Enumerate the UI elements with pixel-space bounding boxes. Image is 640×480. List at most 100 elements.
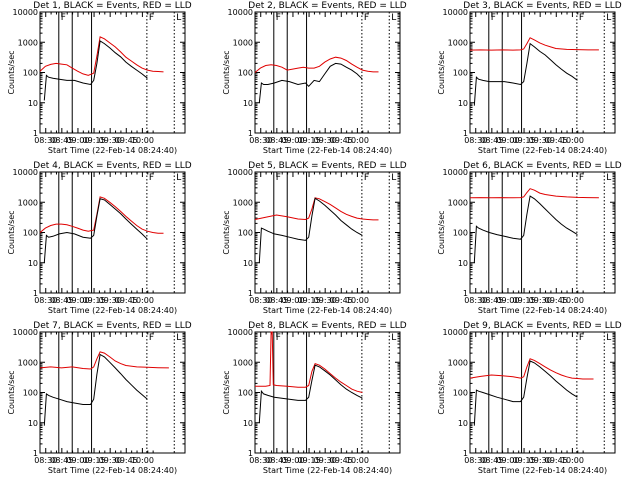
series-line-lld <box>39 351 169 370</box>
chart-title: Det 6, BLACK = Events, RED = LLD <box>463 161 622 171</box>
x-tick-label: 08:45 <box>480 456 503 465</box>
series-line-lld <box>255 331 363 393</box>
y-tick-label: 1 <box>248 449 253 458</box>
time-marker-label: L <box>176 333 181 343</box>
x-tick-label: 10:00 <box>561 456 584 465</box>
x-tick-label: 08:45 <box>265 456 288 465</box>
x-tick-label: 09:30 <box>529 136 552 145</box>
y-tick-label: 100 <box>453 389 468 398</box>
y-axis-label: Counts/sec <box>437 50 446 94</box>
x-tick-label: 10:00 <box>561 296 584 305</box>
x-tick-label: 08:30 <box>464 136 487 145</box>
y-tick-label: 1 <box>33 289 38 298</box>
y-tick-label: 100 <box>238 389 253 398</box>
y-tick-label: 1 <box>463 449 468 458</box>
y-tick-label: 10000 <box>13 328 38 337</box>
x-axis-label: Start Time (22-Feb-14 08:24:40) <box>48 306 177 315</box>
x-axis-label: Start Time (22-Feb-14 08:24:40) <box>478 466 607 475</box>
x-tick-label: 08:30 <box>34 456 57 465</box>
x-axis-label: Start Time (22-Feb-14 08:24:40) <box>263 466 392 475</box>
time-marker-label: F <box>364 173 369 183</box>
time-marker-label: L <box>391 173 396 183</box>
y-axis-label: Counts/sec <box>7 370 16 414</box>
y-tick-label: 10000 <box>228 328 253 337</box>
y-axis-label: Counts/sec <box>222 370 231 414</box>
x-tick-label: 09:45 <box>545 456 568 465</box>
x-tick-label: 08:30 <box>249 296 272 305</box>
x-tick-label: 09:30 <box>314 456 337 465</box>
y-tick-label: 10 <box>458 259 468 268</box>
chart-panel-2: Det 2, BLACK = Events, RED = LLD 1 10 100 10… <box>222 1 407 155</box>
time-marker-label: F <box>491 333 496 343</box>
series-line-lld <box>469 188 599 199</box>
y-tick-label: 10 <box>28 259 38 268</box>
series-line-events <box>473 42 578 106</box>
time-marker-label: F <box>276 173 281 183</box>
chart-title: Det 4, BLACK = Events, RED = LLD <box>33 161 192 171</box>
y-tick-label: 1 <box>248 129 253 138</box>
x-tick-label: 09:15 <box>83 296 106 305</box>
series-line-events <box>258 364 363 423</box>
y-tick-label: 10 <box>243 259 253 268</box>
x-tick-label: 10:00 <box>346 456 369 465</box>
time-marker-label: F <box>579 13 584 23</box>
y-tick-label: 1 <box>463 289 468 298</box>
time-marker-label: F <box>491 13 496 23</box>
y-tick-label: 1000 <box>448 358 468 367</box>
x-tick-label: 09:45 <box>330 136 353 145</box>
chart-panel-8: Det 8, BLACK = Events, RED = LLD 1 10 100 10… <box>222 321 407 475</box>
x-tick-label: 09:30 <box>99 296 122 305</box>
x-tick-label: 09:45 <box>330 456 353 465</box>
y-tick-label: 100 <box>23 229 38 238</box>
y-tick-label: 10 <box>458 419 468 428</box>
x-tick-label: 09:00 <box>281 456 304 465</box>
x-tick-label: 09:45 <box>330 296 353 305</box>
x-tick-label: 09:45 <box>545 136 568 145</box>
x-tick-label: 09:00 <box>66 296 89 305</box>
y-tick-label: 10000 <box>13 168 38 177</box>
x-tick-label: 09:15 <box>513 456 536 465</box>
y-tick-label: 10 <box>243 419 253 428</box>
x-axis-label: Start Time (22-Feb-14 08:24:40) <box>478 306 607 315</box>
y-tick-label: 1000 <box>18 38 38 47</box>
time-marker-label: L <box>606 173 611 183</box>
y-axis-label: Counts/sec <box>222 210 231 254</box>
series-line-lld <box>254 197 379 221</box>
y-tick-label: 1 <box>33 129 38 138</box>
series-line-events <box>43 40 148 101</box>
x-tick-label: 08:30 <box>464 296 487 305</box>
series-line-lld <box>469 358 594 380</box>
x-tick-label: 09:45 <box>545 296 568 305</box>
time-marker-label: L <box>176 13 181 23</box>
y-axis-label: Counts/sec <box>437 210 446 254</box>
x-tick-label: 09:00 <box>281 296 304 305</box>
time-marker-label: F <box>579 333 584 343</box>
y-tick-label: 10000 <box>443 168 468 177</box>
y-tick-label: 1000 <box>18 358 38 367</box>
series-line-events <box>258 62 363 103</box>
x-tick-label: 09:00 <box>496 456 519 465</box>
y-tick-label: 100 <box>453 229 468 238</box>
time-marker-label: F <box>61 333 66 343</box>
time-marker-label: F <box>149 173 154 183</box>
y-tick-label: 100 <box>453 69 468 78</box>
chart-panel-3: Det 3, BLACK = Events, RED = LLD 1 10 100 10… <box>437 1 622 155</box>
chart-title: Det 7, BLACK = Events, RED = LLD <box>33 321 192 331</box>
time-marker-label: F <box>61 173 66 183</box>
x-tick-label: 09:00 <box>496 136 519 145</box>
y-tick-label: 1000 <box>233 358 253 367</box>
y-tick-label: 10000 <box>443 8 468 17</box>
y-tick-label: 100 <box>238 229 253 238</box>
x-tick-label: 08:45 <box>50 296 73 305</box>
chart-panel-9: Det 9, BLACK = Events, RED = LLD 1 10 100 10… <box>437 321 622 475</box>
x-tick-label: 09:45 <box>115 136 138 145</box>
time-marker-label: F <box>61 13 66 23</box>
chart-title: Det 3, BLACK = Events, RED = LLD <box>463 1 622 11</box>
y-tick-label: 100 <box>238 69 253 78</box>
chart-panel-1: Det 1, BLACK = Events, RED = LLD 1 10 100 10… <box>7 1 192 155</box>
series-line-lld <box>469 37 599 51</box>
chart-title: Det 1, BLACK = Events, RED = LLD <box>33 1 192 11</box>
y-axis-label: Counts/sec <box>7 50 16 94</box>
x-tick-label: 10:00 <box>346 136 369 145</box>
x-tick-label: 09:00 <box>66 456 89 465</box>
